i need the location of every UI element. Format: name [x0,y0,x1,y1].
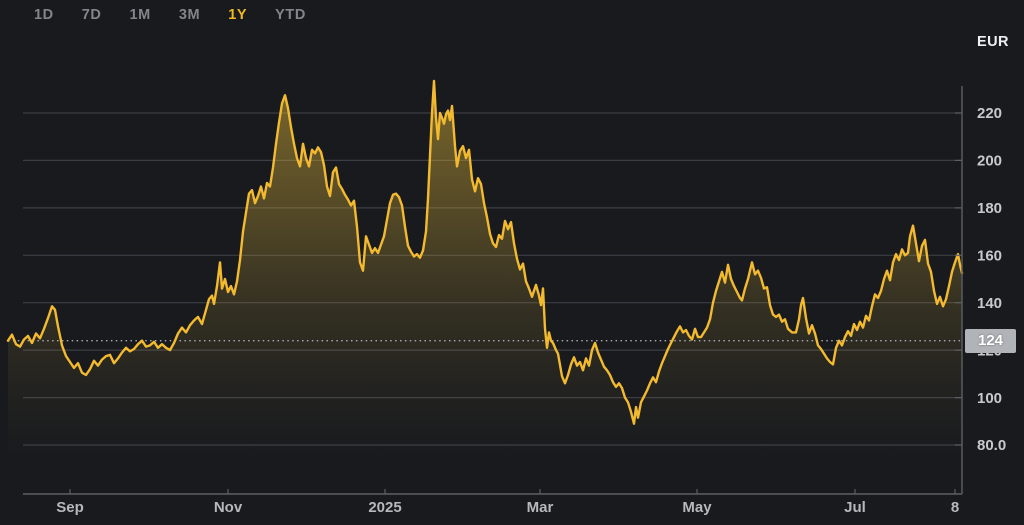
y-tick-labels: 22020018016014012010080.0 [977,105,1006,454]
x-tick-label: Jul [844,499,866,516]
range-button-3m[interactable]: 3M [176,5,203,25]
range-button-1m[interactable]: 1M [127,5,154,25]
y-tick-label: 180 [977,200,1002,217]
y-tick-label: 200 [977,153,1002,170]
range-button-1d[interactable]: 1D [31,5,57,25]
x-tick-label: May [682,499,712,516]
current-price-badge: 124 [965,328,1016,353]
y-tick-label: 160 [977,248,1002,265]
x-tick-label: Sep [56,499,84,516]
range-button-ytd[interactable]: YTD [272,5,309,25]
price-line [6,79,964,425]
currency-label: EUR [977,34,1009,50]
y-tick-label: 80.0 [977,437,1006,454]
range-button-1y[interactable]: 1Y [225,5,250,25]
y-tick-label: 220 [977,105,1002,122]
x-tick-labels: Sep Nov 2025 Mar May Jul 8 [56,499,959,516]
range-toolbar: 1D 7D 1M 3M 1Y YTD [0,0,309,30]
axes [23,86,963,495]
x-tick-label: 8 [951,499,959,516]
x-tick-label: Nov [214,499,243,516]
x-tick-label: 2025 [368,499,401,516]
price-area [8,81,962,494]
x-tick-label: Mar [527,499,554,516]
y-tick-label: 100 [977,390,1002,407]
range-button-7d[interactable]: 7D [79,5,105,25]
y-tick-label: 140 [977,295,1002,312]
